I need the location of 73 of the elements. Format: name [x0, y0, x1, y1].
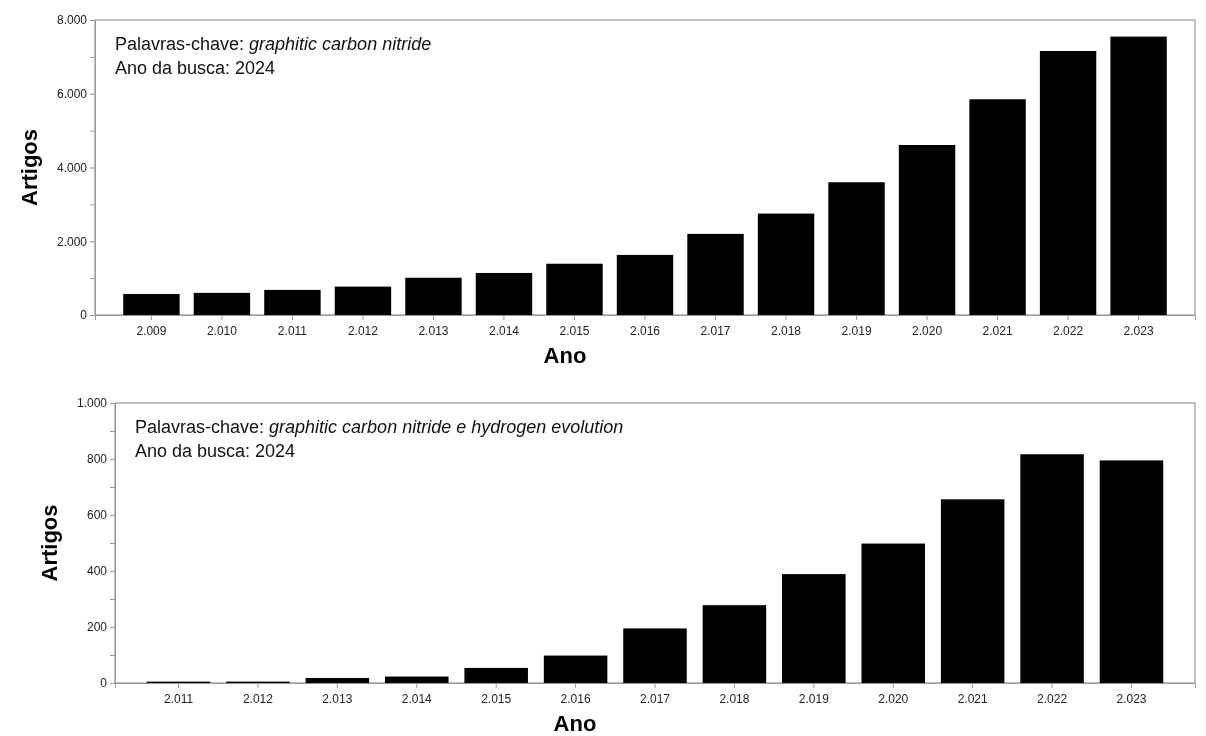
- x-tick-label: 2.020: [912, 324, 943, 338]
- bar: [1099, 460, 1164, 683]
- x-tick-label: 2.010: [206, 324, 238, 338]
- bar: [305, 677, 370, 683]
- y-tick-label: 4.000: [56, 160, 88, 175]
- x-tick-label: 2.020: [878, 692, 909, 706]
- bar: [687, 233, 744, 315]
- x-tick-label: 2.023: [1116, 692, 1147, 706]
- x-tick-label: 2.019: [841, 324, 872, 338]
- bar: [702, 605, 767, 683]
- x-tick-label: 2.019: [798, 692, 830, 706]
- annotation: Palavras-chave: graphitic carbon nitride: [115, 34, 432, 54]
- bar: [543, 655, 608, 683]
- x-tick-label: 2.012: [347, 324, 379, 338]
- x-tick-label: 2.014: [401, 692, 433, 706]
- x-tick-label: 2.013: [418, 324, 449, 338]
- bar: [969, 99, 1026, 315]
- bar: [1110, 36, 1167, 315]
- bar: [1039, 50, 1097, 315]
- y-tick-label: 0: [80, 308, 88, 323]
- x-tick-label: 2.017: [639, 692, 671, 706]
- y-axis-title: Artigos: [37, 504, 62, 582]
- y-tick-label: 6.000: [56, 87, 88, 102]
- x-axis-title: Ano: [543, 343, 587, 368]
- x-tick-label: 2.022: [1037, 692, 1068, 706]
- annotation: Ano da busca: 2024: [135, 441, 296, 461]
- bar: [385, 676, 449, 683]
- bar: [782, 574, 846, 683]
- y-tick-label: 200: [86, 620, 108, 635]
- bar: [123, 293, 180, 315]
- bar: [898, 145, 956, 315]
- bar: [757, 213, 815, 315]
- y-tick-label: 2.000: [56, 234, 88, 249]
- y-tick-label: 400: [86, 564, 108, 579]
- y-tick-label: 0: [100, 676, 108, 691]
- bar: [623, 628, 687, 683]
- x-axis-title: Ano: [553, 711, 597, 736]
- bar: [193, 292, 251, 315]
- x-tick-label: 2.021: [957, 692, 988, 706]
- y-tick-label: 800: [86, 452, 108, 467]
- bar: [546, 263, 603, 315]
- x-tick-label: 2.013: [322, 692, 353, 706]
- annotation: Ano da busca: 2024: [115, 58, 276, 78]
- x-tick-label: 2.009: [136, 324, 167, 338]
- bar: [334, 286, 392, 315]
- annotation: Palavras-chave: graphitic carbon nitride e hydrogen evolution: [135, 417, 624, 437]
- x-tick-label: 2.015: [559, 324, 590, 338]
- bar: [475, 272, 533, 315]
- x-tick-label: 2.018: [719, 692, 750, 706]
- x-tick-label: 2.015: [481, 692, 512, 706]
- bar: [861, 543, 925, 683]
- x-tick-label: 2.011: [163, 692, 194, 706]
- x-tick-label: 2.016: [629, 324, 661, 338]
- x-tick-label: 2.022: [1053, 324, 1084, 338]
- bar: [940, 499, 1005, 683]
- x-tick-label: 2.021: [982, 324, 1013, 338]
- bar: [464, 667, 528, 683]
- bar: [405, 277, 462, 315]
- bar: [1020, 454, 1084, 683]
- bar: [828, 182, 885, 315]
- x-tick-label: 2.011: [277, 324, 308, 338]
- y-tick-label: 1.000: [76, 396, 108, 411]
- bar: [264, 289, 321, 315]
- x-tick-label: 2.023: [1123, 324, 1154, 338]
- x-tick-label: 2.017: [700, 324, 731, 338]
- bar: [616, 254, 674, 315]
- y-tick-label: 8.000: [56, 13, 88, 28]
- x-tick-label: 2.012: [242, 692, 274, 706]
- x-tick-label: 2.018: [771, 324, 802, 338]
- x-tick-label: 2.016: [560, 692, 591, 706]
- y-axis-title: Artigos: [17, 129, 42, 206]
- x-tick-label: 2.014: [488, 324, 520, 338]
- y-tick-label: 600: [86, 508, 108, 523]
